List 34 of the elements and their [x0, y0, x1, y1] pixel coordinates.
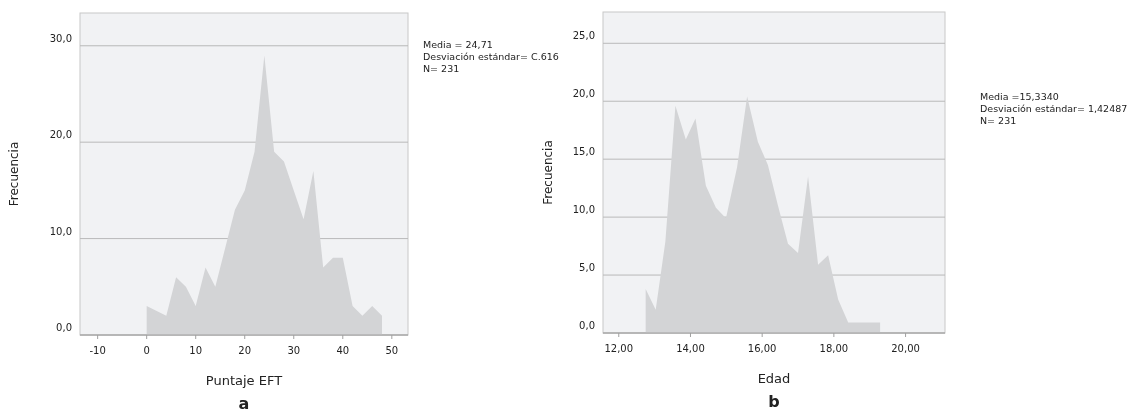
x-tick-label: 14,00 [676, 343, 705, 354]
x-tick-label: 10 [189, 345, 203, 356]
y-tick-label: 30,0 [49, 32, 72, 44]
x-tick-label: 20 [238, 345, 252, 356]
text: a [238, 394, 250, 413]
y-tick-label: 20,0 [49, 129, 72, 141]
y-axis-title: Frecuencia [7, 141, 22, 207]
x-tick-label: -10 [89, 345, 106, 356]
x-tick-label: 16,00 [747, 343, 777, 354]
x-axis-title: Edad [757, 371, 791, 386]
y-tick-label: 20,0 [572, 88, 595, 100]
x-tick-label: 0 [143, 345, 150, 356]
y-tick-label: 0,0 [56, 322, 72, 333]
text: Media = 24,71 [423, 39, 493, 50]
x-tick-label: 20,00 [891, 343, 920, 354]
y-tick-label: 10,0 [572, 204, 595, 216]
x-tick-label: 18,00 [819, 343, 849, 354]
y-axis-title: Frecuencia [541, 140, 556, 205]
x-tick-label: 40 [336, 345, 350, 356]
x-tick-label: 50 [385, 345, 399, 356]
text: Media =15,3340 [980, 91, 1059, 102]
x-tick-label: 30 [287, 345, 301, 356]
y-tick-label: 5,0 [579, 262, 595, 274]
y-tick-label: 0,0 [579, 320, 595, 331]
y-tick-label: 25,0 [572, 30, 595, 42]
y-tick-label: 10,0 [49, 225, 72, 237]
text: Desviación estándar= 1,42487 [980, 103, 1127, 114]
x-axis-title: Puntaje EFT [205, 373, 283, 388]
text: b [768, 392, 780, 411]
text: Desviación estándar= C.616 [423, 51, 559, 62]
x-tick-label: 12,00 [604, 343, 634, 354]
text: N= 231 [980, 115, 1017, 126]
y-tick-label: 15,0 [572, 146, 595, 158]
text: N= 231 [423, 63, 460, 74]
